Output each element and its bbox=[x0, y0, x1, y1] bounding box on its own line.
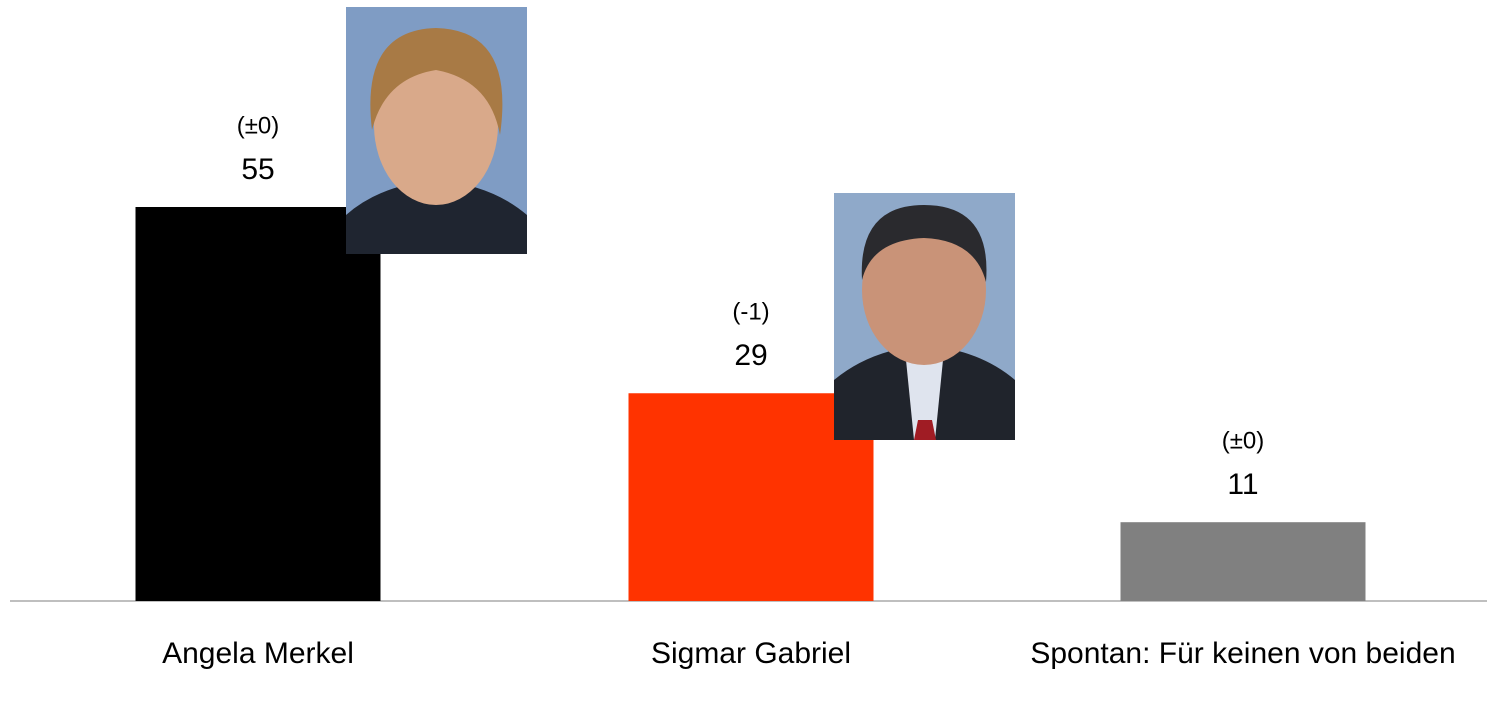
photo-gabriel bbox=[834, 193, 1015, 440]
category-label: Sigmar Gabriel bbox=[650, 637, 852, 670]
bar bbox=[628, 393, 874, 601]
change-label: (±0) bbox=[1222, 428, 1265, 455]
category-label: Spontan: Für keinen von beiden bbox=[1030, 637, 1456, 670]
photo-merkel bbox=[346, 7, 527, 254]
bar bbox=[135, 207, 381, 601]
change-label: (-1) bbox=[732, 299, 769, 326]
category-label: Angela Merkel bbox=[162, 637, 354, 670]
bar bbox=[1120, 522, 1366, 601]
change-label: (±0) bbox=[237, 112, 280, 139]
value-label: 11 bbox=[1227, 468, 1258, 501]
value-label: 55 bbox=[241, 153, 274, 186]
value-label: 29 bbox=[734, 339, 767, 372]
